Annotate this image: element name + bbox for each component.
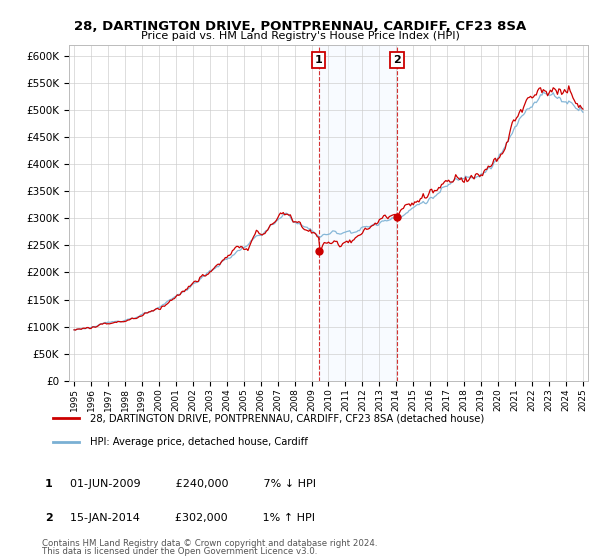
Text: 15-JAN-2014          £302,000          1% ↑ HPI: 15-JAN-2014 £302,000 1% ↑ HPI bbox=[63, 513, 315, 523]
Bar bbox=[319, 45, 397, 381]
Text: 2: 2 bbox=[45, 513, 52, 522]
Text: 1: 1 bbox=[315, 55, 323, 65]
Text: 01-JUN-2009          £240,000          7% ↓ HPI: 01-JUN-2009 £240,000 7% ↓ HPI bbox=[63, 479, 316, 489]
Text: 28, DARTINGTON DRIVE, PONTPRENNAU, CARDIFF, CF23 8SA (detached house): 28, DARTINGTON DRIVE, PONTPRENNAU, CARDI… bbox=[90, 413, 484, 423]
Text: Price paid vs. HM Land Registry's House Price Index (HPI): Price paid vs. HM Land Registry's House … bbox=[140, 31, 460, 41]
Text: 2: 2 bbox=[393, 55, 401, 65]
Text: Contains HM Land Registry data © Crown copyright and database right 2024.: Contains HM Land Registry data © Crown c… bbox=[42, 539, 377, 548]
Text: 1: 1 bbox=[45, 479, 52, 489]
Text: HPI: Average price, detached house, Cardiff: HPI: Average price, detached house, Card… bbox=[90, 436, 308, 446]
Text: This data is licensed under the Open Government Licence v3.0.: This data is licensed under the Open Gov… bbox=[42, 548, 317, 557]
Text: 28, DARTINGTON DRIVE, PONTPRENNAU, CARDIFF, CF23 8SA: 28, DARTINGTON DRIVE, PONTPRENNAU, CARDI… bbox=[74, 20, 526, 32]
